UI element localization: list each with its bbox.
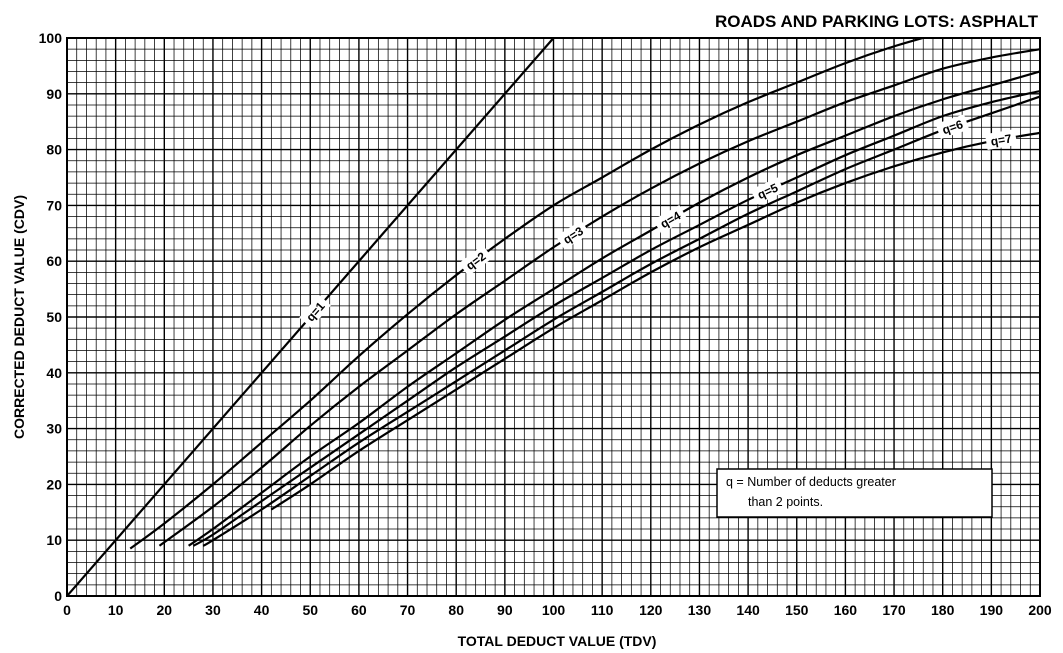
grid	[67, 38, 1040, 596]
x-tick-label: 30	[205, 602, 221, 618]
x-tick-label: 50	[302, 602, 318, 618]
series-label-background	[299, 294, 332, 328]
note-line-2: than 2 points.	[748, 495, 823, 509]
series-label-background	[984, 129, 1018, 150]
series-label-background	[556, 220, 590, 250]
x-axis-ticks: 0 10 20 30 40 50 60 70 80 90 100 110 120 130 140 150 160…	[63, 602, 1052, 618]
x-tick-label: 190	[980, 602, 1004, 618]
series-label-background	[653, 204, 688, 234]
note-box-frame	[716, 468, 993, 518]
chart-title: ROADS AND PARKING LOTS: ASPHALT	[715, 12, 1039, 31]
x-tick-label: 170	[882, 602, 906, 618]
x-tick-label: 180	[931, 602, 955, 618]
x-tick-label: 200	[1028, 602, 1052, 618]
x-tick-label: 120	[639, 602, 663, 618]
x-tick-label: 20	[157, 602, 173, 618]
series-label-text: q=7	[990, 131, 1013, 148]
y-tick-label: 60	[46, 253, 62, 269]
y-tick-label: 70	[46, 197, 62, 213]
series-line-q-3	[158, 48, 1040, 547]
x-tick-label: 80	[448, 602, 464, 618]
series-lines	[67, 38, 1040, 596]
y-tick-label: 0	[54, 588, 62, 604]
x-axis-label: TOTAL DEDUCT VALUE (TDV)	[458, 633, 657, 649]
series-label-q-6: q=6	[935, 114, 970, 140]
x-tick-label: 40	[254, 602, 270, 618]
x-tick-label: 90	[497, 602, 513, 618]
x-tick-label: 160	[834, 602, 858, 618]
y-tick-label: 30	[46, 421, 62, 437]
y-tick-label: 10	[46, 532, 62, 548]
x-tick-label: 110	[591, 602, 614, 618]
x-tick-label: 70	[400, 602, 416, 618]
x-tick-label: 140	[736, 602, 760, 618]
y-axis-ticks: 0 10 20 30 40 50 60 70 80 90 100	[39, 30, 63, 604]
series-label-text: q=6	[940, 117, 965, 137]
series-label-background	[458, 245, 493, 277]
y-tick-label: 20	[46, 476, 62, 492]
y-tick-label: 90	[46, 86, 62, 102]
series-line-q-2	[129, 38, 927, 550]
series-label-q-7: q=7	[984, 129, 1018, 150]
series-line-q-6	[202, 95, 1040, 547]
y-tick-label: 80	[46, 142, 62, 158]
x-tick-label: 100	[542, 602, 566, 618]
x-tick-label: 0	[63, 602, 71, 618]
legend-note: q = Number of deducts greater than 2 poi…	[716, 468, 993, 518]
y-tick-label: 40	[46, 365, 62, 381]
series-label-background	[750, 177, 785, 205]
x-tick-label: 60	[351, 602, 367, 618]
y-tick-label: 100	[39, 30, 63, 46]
series-line-q-7	[270, 131, 1040, 511]
y-tick-label: 50	[46, 309, 62, 325]
series-line-q-4	[188, 70, 1040, 547]
series-label-background	[935, 114, 970, 140]
x-tick-label: 150	[785, 602, 809, 618]
note-line-1: q = Number of deducts greater	[726, 475, 896, 489]
x-tick-label: 130	[688, 602, 712, 618]
series-line-q-5	[192, 89, 1040, 547]
x-tick-label: 10	[108, 602, 124, 618]
y-axis-label: CORRECTED DEDUCT VALUE (CDV)	[11, 195, 27, 439]
